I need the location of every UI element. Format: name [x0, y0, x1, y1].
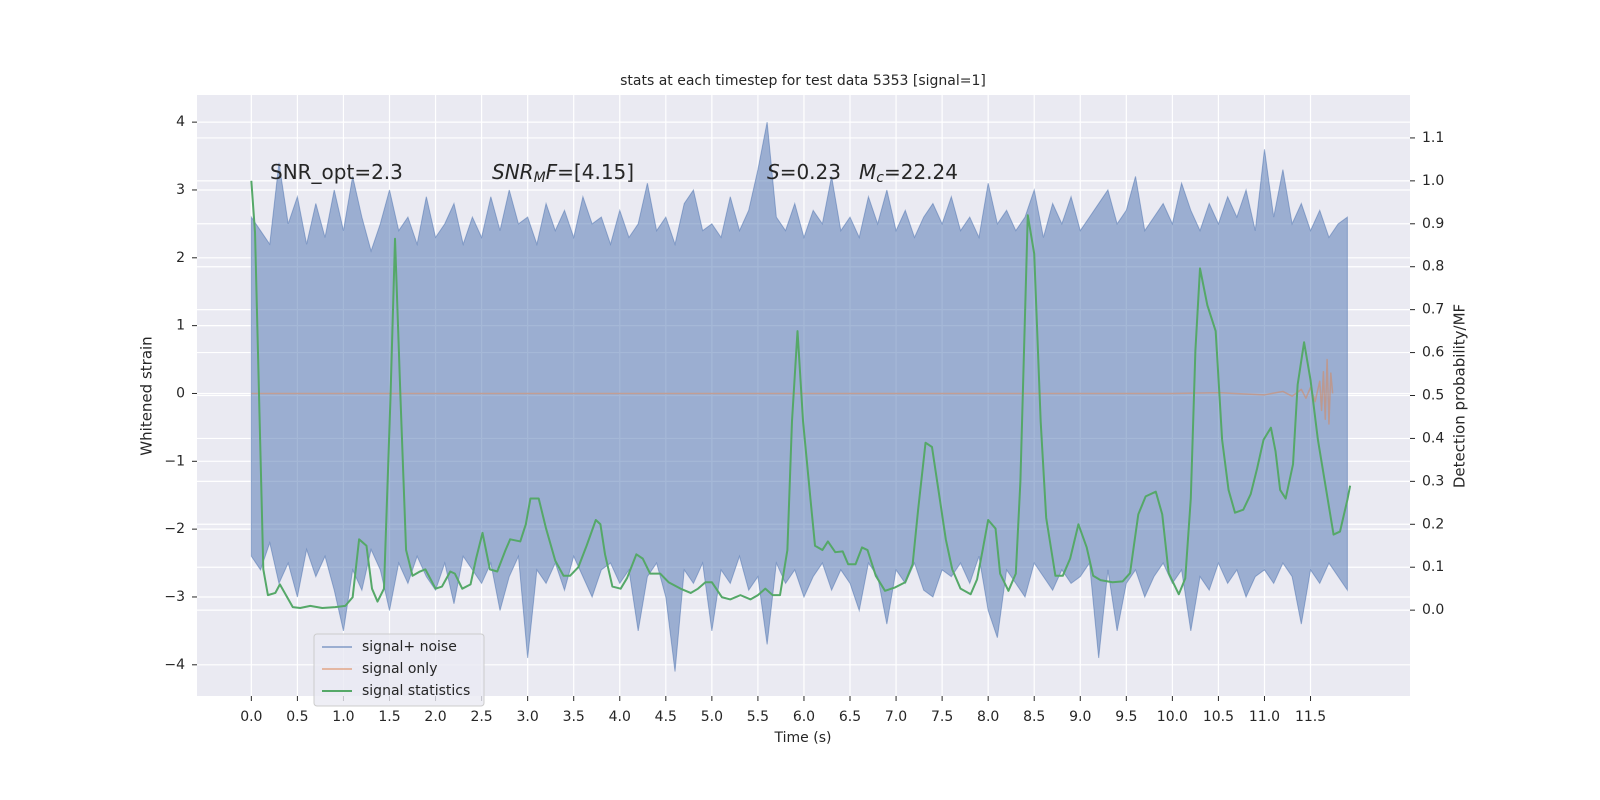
annotation-part: M [534, 170, 546, 186]
y2-axis-label: Detection probability/MF [1451, 304, 1469, 488]
x-tick-label: 9.5 [1115, 709, 1137, 725]
x-tick-label: 7.5 [931, 709, 953, 725]
y-tick-label: −1 [164, 453, 185, 469]
y-tick-label: −4 [164, 657, 185, 673]
x-tick-label: 2.5 [470, 709, 492, 725]
x-tick-label: 6.0 [793, 709, 815, 725]
y-tick-label: −3 [164, 589, 185, 605]
x-tick-label: 1.5 [378, 709, 400, 725]
legend-label: signal only [362, 661, 437, 677]
series-line [250, 180, 1352, 609]
annotation: SNR_opt=2.3 [270, 160, 403, 184]
series-line [251, 358, 1334, 425]
y-tick-label: 3 [176, 182, 185, 198]
x-tick-label: 3.5 [563, 709, 585, 725]
x-tick-label: 1.0 [332, 709, 354, 725]
y2-tick-label: 0.4 [1422, 430, 1444, 446]
y-tick-label: 0 [176, 385, 185, 401]
x-tick-label: 10.0 [1157, 709, 1188, 725]
annotation-part: SNR [492, 160, 534, 184]
y2-tick-label: 0.3 [1422, 473, 1444, 489]
x-tick-label: 7.0 [885, 709, 907, 725]
x-tick-label: 10.5 [1203, 709, 1234, 725]
y-tick-label: 4 [176, 114, 185, 130]
annotation-part: SNR_opt=2.3 [270, 160, 403, 184]
y2-tick-label: 0.6 [1422, 345, 1444, 361]
annotation-part: M [859, 160, 876, 184]
x-tick-label: 5.5 [747, 709, 769, 725]
x-tick-label: 2.0 [424, 709, 446, 725]
legend-box [313, 633, 485, 707]
x-tick-label: 4.0 [609, 709, 631, 725]
y2-tick-label: 0.7 [1422, 302, 1444, 318]
y2-tick-label: 1.0 [1422, 173, 1444, 189]
y2-tick-label: 1.1 [1422, 130, 1444, 146]
marks [250, 122, 1352, 672]
legend: signal+ noise signal only signal statistic… [313, 633, 485, 707]
x-tick-label: 3.0 [517, 709, 539, 725]
x-tick-label: 11.5 [1295, 709, 1326, 725]
y2-tick-label: 0.2 [1422, 516, 1444, 532]
noise-band [250, 122, 1348, 672]
x-tick-label: 0.0 [240, 709, 262, 725]
annotation: SNRMF=[4.15] [492, 160, 634, 187]
x-tick-label: 4.5 [655, 709, 677, 725]
annotation-part: =[4.15] [557, 160, 634, 184]
chart-title: stats at each timestep for test data 535… [620, 73, 986, 89]
y-tick-label: 1 [176, 318, 185, 334]
y-axis-label: Whitened strain [138, 336, 156, 455]
legend-label: signal statistics [362, 683, 470, 699]
legend-label: signal+ noise [362, 639, 457, 655]
y2-tick-label: 0.0 [1422, 602, 1444, 618]
x-tick-label: 0.5 [286, 709, 308, 725]
y-tick-label: −2 [164, 521, 185, 537]
x-axis-label: Time (s) [774, 730, 832, 746]
annotation-part: c [876, 170, 884, 186]
x-tick-label: 6.5 [839, 709, 861, 725]
x-tick-label: 8.0 [977, 709, 999, 725]
labels: 0.0 0.5 1.0 1.5 2.0 2.5 3.0 3.5 4.0 4.5 5.0 5.5 6.0 6… [164, 114, 1444, 725]
annotation: S=0.23 [767, 160, 841, 184]
y2-tick-label: 0.5 [1422, 388, 1444, 404]
y2-tick-label: 0.9 [1422, 216, 1444, 232]
annotation-part: =22.24 [884, 160, 958, 184]
x-tick-label: 9.0 [1069, 709, 1091, 725]
y2-tick-label: 0.1 [1422, 559, 1444, 575]
annotation: Mc=22.24 [859, 160, 958, 187]
annotation-part: =0.23 [780, 160, 841, 184]
x-tick-label: 11.0 [1249, 709, 1280, 725]
y2-tick-label: 0.8 [1422, 259, 1444, 275]
annotation-part: S [767, 160, 780, 184]
annotation-part: F [546, 160, 558, 184]
x-tick-label: 5.0 [701, 709, 723, 725]
y-tick-label: 2 [176, 250, 185, 266]
x-tick-label: 8.5 [1023, 709, 1045, 725]
